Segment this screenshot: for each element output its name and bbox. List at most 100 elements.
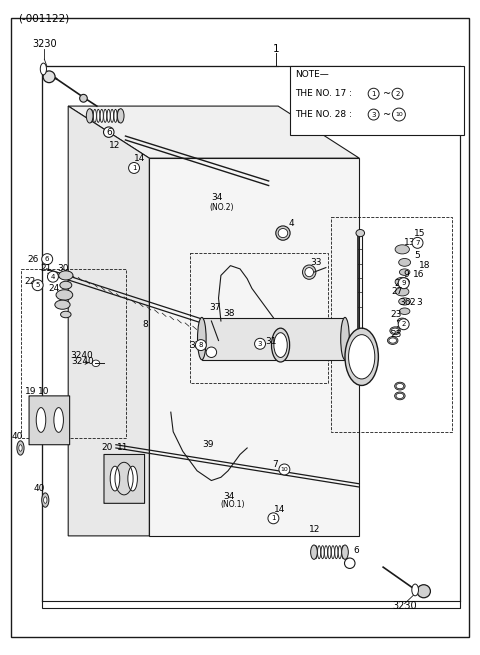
Text: 6: 6	[107, 128, 112, 137]
Ellipse shape	[17, 441, 24, 455]
Text: 10: 10	[280, 467, 288, 472]
Ellipse shape	[198, 318, 206, 360]
Ellipse shape	[40, 63, 47, 75]
Text: 9: 9	[403, 270, 409, 278]
Circle shape	[254, 339, 265, 349]
Text: NOTE—: NOTE—	[295, 69, 329, 79]
Text: 3240: 3240	[71, 351, 93, 360]
Ellipse shape	[387, 337, 398, 345]
Text: THE NO. 17 :: THE NO. 17 :	[295, 89, 355, 98]
Ellipse shape	[324, 546, 327, 559]
Ellipse shape	[276, 226, 290, 240]
Text: 5: 5	[36, 282, 40, 288]
FancyBboxPatch shape	[290, 66, 464, 136]
Circle shape	[268, 513, 279, 524]
Text: 26: 26	[28, 255, 39, 263]
Ellipse shape	[341, 318, 349, 360]
Ellipse shape	[128, 466, 137, 491]
Text: 38: 38	[223, 309, 235, 318]
Text: 3: 3	[372, 111, 376, 117]
Ellipse shape	[399, 269, 410, 275]
Text: 22: 22	[24, 278, 36, 286]
Ellipse shape	[412, 584, 419, 596]
FancyBboxPatch shape	[29, 396, 70, 445]
Text: 3230: 3230	[393, 601, 417, 611]
Ellipse shape	[92, 360, 100, 367]
Text: 3: 3	[258, 341, 262, 346]
FancyBboxPatch shape	[11, 18, 469, 637]
Ellipse shape	[107, 109, 110, 122]
Text: 34: 34	[223, 493, 235, 501]
Text: 33: 33	[310, 258, 322, 267]
Text: 24: 24	[48, 284, 60, 293]
Circle shape	[368, 109, 379, 120]
Ellipse shape	[396, 393, 404, 398]
Ellipse shape	[399, 259, 410, 267]
Circle shape	[398, 319, 409, 329]
Ellipse shape	[390, 327, 400, 335]
Ellipse shape	[80, 94, 87, 102]
Text: 7: 7	[415, 240, 420, 246]
Circle shape	[32, 280, 43, 291]
Ellipse shape	[97, 109, 100, 122]
Ellipse shape	[399, 298, 410, 305]
Ellipse shape	[117, 109, 124, 123]
Text: 25: 25	[390, 329, 402, 339]
Text: 29: 29	[394, 279, 406, 288]
Ellipse shape	[55, 300, 70, 309]
Polygon shape	[149, 159, 360, 536]
Ellipse shape	[335, 546, 338, 559]
Text: 9: 9	[401, 280, 406, 286]
Text: (NO.1): (NO.1)	[220, 500, 244, 509]
Ellipse shape	[345, 558, 355, 569]
Text: 40: 40	[34, 484, 45, 493]
Circle shape	[48, 271, 59, 282]
Text: 1: 1	[271, 515, 276, 521]
Text: 37: 37	[209, 303, 220, 312]
Text: 30: 30	[58, 265, 69, 273]
Ellipse shape	[43, 71, 55, 83]
Ellipse shape	[391, 328, 399, 333]
Text: 14: 14	[275, 506, 286, 514]
Circle shape	[368, 88, 379, 99]
Text: 5: 5	[415, 252, 420, 261]
Text: 3: 3	[417, 298, 422, 307]
Text: 3230: 3230	[33, 39, 57, 49]
Ellipse shape	[104, 109, 107, 122]
Text: 32: 32	[189, 341, 200, 350]
Text: 2: 2	[409, 298, 415, 307]
Text: ~: ~	[383, 88, 391, 99]
Text: 34: 34	[211, 193, 223, 202]
Ellipse shape	[305, 268, 313, 276]
Ellipse shape	[399, 308, 410, 314]
Ellipse shape	[395, 392, 405, 400]
Ellipse shape	[19, 445, 22, 451]
Text: 4: 4	[288, 219, 294, 228]
Text: 4: 4	[51, 274, 55, 280]
Ellipse shape	[389, 338, 396, 343]
Ellipse shape	[90, 109, 93, 122]
Text: 31: 31	[265, 337, 276, 346]
Text: 8: 8	[199, 342, 203, 348]
Text: 1: 1	[273, 44, 279, 54]
Text: 8: 8	[142, 320, 148, 329]
Ellipse shape	[328, 546, 331, 559]
Text: THE NO. 28 :: THE NO. 28 :	[295, 110, 355, 119]
Text: 2: 2	[396, 90, 400, 97]
Text: 36: 36	[399, 298, 410, 307]
Ellipse shape	[56, 290, 73, 300]
Circle shape	[393, 108, 406, 121]
Text: 10: 10	[38, 387, 49, 396]
Ellipse shape	[44, 496, 47, 503]
Circle shape	[195, 339, 206, 350]
Ellipse shape	[59, 271, 73, 280]
Ellipse shape	[274, 333, 287, 358]
Polygon shape	[68, 106, 149, 536]
Circle shape	[279, 464, 290, 475]
Text: 35: 35	[395, 320, 407, 329]
Text: 1: 1	[132, 165, 136, 171]
Text: 16: 16	[413, 270, 424, 278]
Ellipse shape	[42, 493, 49, 507]
Text: 10: 10	[395, 112, 403, 117]
Text: 7: 7	[273, 460, 278, 469]
